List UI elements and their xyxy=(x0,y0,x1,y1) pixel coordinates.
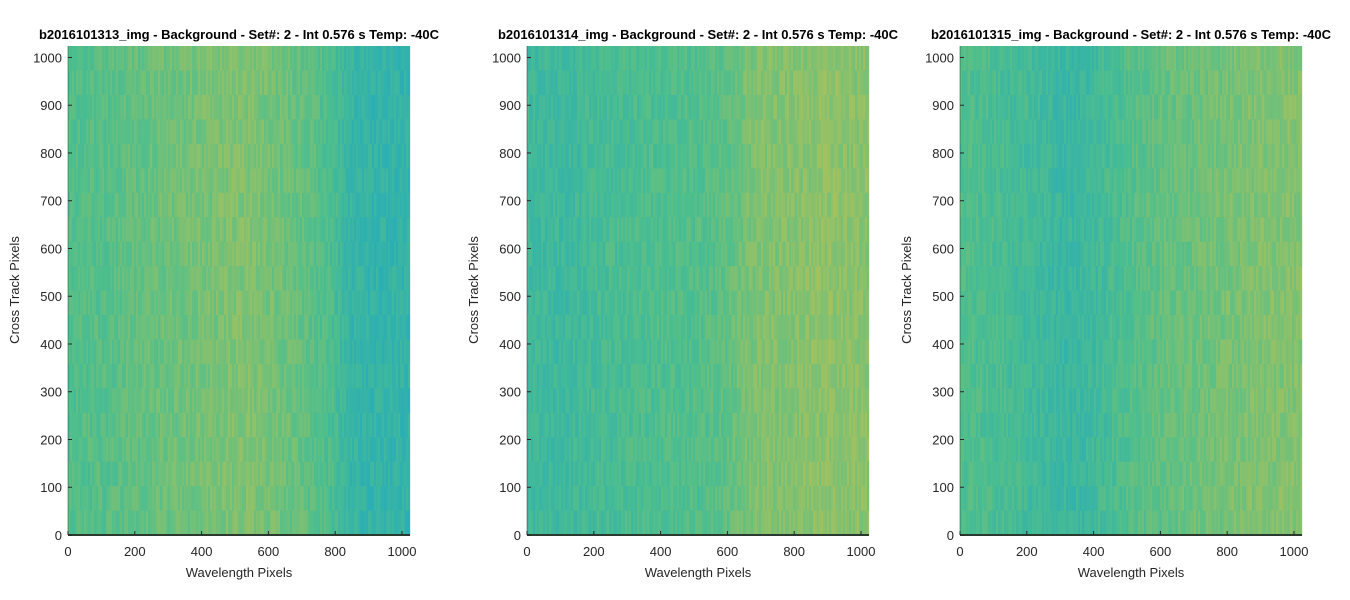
x-tick-label: 1000 xyxy=(1280,544,1309,559)
x-tick-label: 200 xyxy=(1016,544,1038,559)
y-axis-label-3: Cross Track Pixels xyxy=(899,236,914,344)
x-tick-label: 400 xyxy=(650,544,672,559)
heatmap-area-2 xyxy=(527,46,870,536)
x-axis-label-3: Wavelength Pixels xyxy=(1078,565,1185,580)
heatmap-panel-2: b2016101314_img - Background - Set#: 2 -… xyxy=(466,27,899,580)
heatmap-panel-3: b2016101315_img - Background - Set#: 2 -… xyxy=(899,27,1332,580)
x-tick-label: 800 xyxy=(324,544,346,559)
y-tick-label: 300 xyxy=(932,385,954,400)
y-tick-label: 900 xyxy=(499,98,521,113)
x-tick-label: 200 xyxy=(583,544,605,559)
y-tick-label: 600 xyxy=(499,241,521,256)
chart-title-3: b2016101315_img - Background - Set#: 2 -… xyxy=(931,27,1332,42)
heatmap-noise-texture xyxy=(68,46,411,536)
y-tick-label: 900 xyxy=(932,98,954,113)
y-tick-label: 500 xyxy=(499,289,521,304)
y-tick-label: 600 xyxy=(40,241,62,256)
x-tick-label: 600 xyxy=(1150,544,1172,559)
y-tick-label: 0 xyxy=(514,528,521,543)
heatmap-panel-1: b2016101313_img - Background - Set#: 2 -… xyxy=(7,27,440,580)
y-tick-label: 300 xyxy=(499,385,521,400)
y-tick-label: 200 xyxy=(40,432,62,447)
y-tick-label: 1000 xyxy=(492,50,521,65)
x-tick-label: 600 xyxy=(717,544,739,559)
x-tick-label: 200 xyxy=(124,544,146,559)
chart-title-1: b2016101313_img - Background - Set#: 2 -… xyxy=(39,27,440,42)
y-tick-label: 500 xyxy=(40,289,62,304)
y-tick-label: 0 xyxy=(947,528,954,543)
x-tick-label: 400 xyxy=(191,544,213,559)
heatmap-noise-texture xyxy=(960,46,1303,536)
y-axis-label-1: Cross Track Pixels xyxy=(7,236,22,344)
x-tick-label: 0 xyxy=(523,544,530,559)
x-tick-label: 1000 xyxy=(388,544,417,559)
y-tick-label: 1000 xyxy=(925,50,954,65)
heatmap-area-3 xyxy=(960,46,1303,536)
x-tick-label: 800 xyxy=(1216,544,1238,559)
x-tick-label: 0 xyxy=(956,544,963,559)
x-tick-label: 1000 xyxy=(847,544,876,559)
heatmap-area-1 xyxy=(68,46,411,536)
y-tick-label: 800 xyxy=(932,146,954,161)
heatmap-noise-texture xyxy=(527,46,870,536)
y-tick-label: 800 xyxy=(499,146,521,161)
y-tick-label: 200 xyxy=(932,432,954,447)
y-tick-label: 900 xyxy=(40,98,62,113)
y-tick-label: 600 xyxy=(932,241,954,256)
y-tick-label: 500 xyxy=(932,289,954,304)
x-tick-label: 800 xyxy=(783,544,805,559)
y-tick-label: 400 xyxy=(499,337,521,352)
x-tick-label: 0 xyxy=(64,544,71,559)
y-tick-label: 200 xyxy=(499,432,521,447)
y-tick-label: 0 xyxy=(55,528,62,543)
y-tick-label: 300 xyxy=(40,385,62,400)
y-tick-label: 700 xyxy=(932,194,954,209)
y-tick-label: 100 xyxy=(40,480,62,495)
y-tick-label: 100 xyxy=(499,480,521,495)
x-tick-label: 600 xyxy=(258,544,280,559)
x-axis-label-2: Wavelength Pixels xyxy=(645,565,752,580)
y-tick-label: 400 xyxy=(932,337,954,352)
y-tick-label: 100 xyxy=(932,480,954,495)
chart-title-2: b2016101314_img - Background - Set#: 2 -… xyxy=(498,27,899,42)
y-tick-label: 700 xyxy=(499,194,521,209)
y-tick-label: 800 xyxy=(40,146,62,161)
x-tick-label: 400 xyxy=(1083,544,1105,559)
y-tick-label: 1000 xyxy=(33,50,62,65)
y-axis-label-2: Cross Track Pixels xyxy=(466,236,481,344)
y-tick-label: 700 xyxy=(40,194,62,209)
x-axis-label-1: Wavelength Pixels xyxy=(186,565,293,580)
y-tick-label: 400 xyxy=(40,337,62,352)
